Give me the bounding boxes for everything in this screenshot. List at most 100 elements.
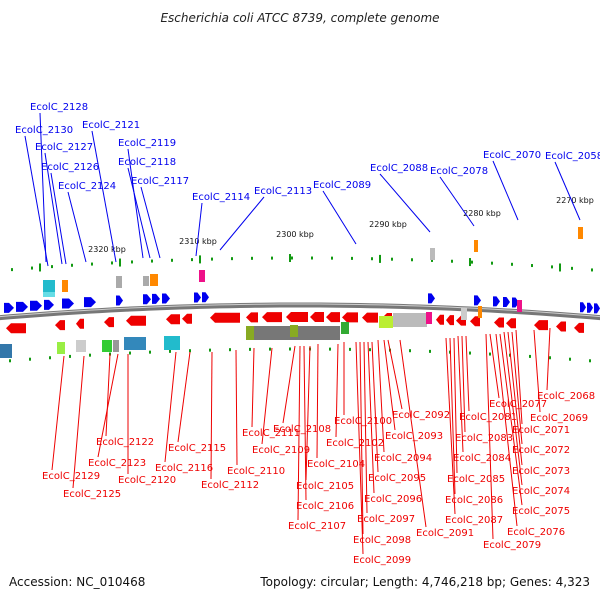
gene-label-reverse: EcolC_2108 bbox=[273, 424, 331, 435]
inner-tick bbox=[69, 354, 71, 358]
backbone-arc bbox=[0, 302, 600, 321]
feature-box bbox=[57, 342, 65, 354]
reverse-gene-arrow bbox=[6, 323, 26, 334]
gene-label-reverse: EcolC_2094 bbox=[374, 453, 432, 464]
reverse-gene-arrow bbox=[494, 317, 504, 328]
inner-tick bbox=[189, 349, 191, 353]
scale-label: 2290 kbp bbox=[369, 220, 407, 229]
leader-line bbox=[251, 347, 255, 428]
gene-label-reverse: EcolC_2098 bbox=[353, 535, 411, 546]
inner-tick bbox=[369, 348, 371, 352]
leader-line bbox=[44, 152, 63, 265]
gene-label-reverse: EcolC_2105 bbox=[296, 481, 354, 492]
leader-line bbox=[50, 172, 67, 265]
inner-tick bbox=[169, 349, 171, 353]
leader-line bbox=[24, 135, 49, 267]
gene-label-reverse: EcolC_2084 bbox=[453, 453, 511, 464]
leader-line bbox=[67, 191, 87, 263]
inner-tick bbox=[349, 347, 351, 351]
leader-line bbox=[127, 148, 144, 259]
feature-box bbox=[116, 276, 122, 288]
reverse-gene-arrow bbox=[310, 312, 324, 323]
feature-box bbox=[164, 336, 180, 350]
gene-label-reverse: EcolC_2123 bbox=[88, 458, 146, 469]
leader-line bbox=[39, 112, 47, 263]
gene-label-forward: EcolC_2088 bbox=[370, 163, 428, 174]
forward-gene-arrow bbox=[580, 302, 586, 313]
leader-line bbox=[379, 173, 431, 233]
reverse-gene-arrow bbox=[104, 317, 114, 328]
map-title: Escherichia coli ATCC 8739, complete gen… bbox=[160, 11, 439, 25]
gene-label-forward: EcolC_2128 bbox=[30, 102, 88, 113]
forward-gene-arrow bbox=[84, 297, 96, 308]
gene-label-reverse: EcolC_2097 bbox=[357, 514, 415, 525]
forward-gene-arrow bbox=[162, 293, 170, 304]
outer-tick bbox=[451, 259, 453, 263]
leader-line bbox=[322, 190, 357, 245]
forward-gene-arrow bbox=[202, 292, 209, 303]
leader-line bbox=[105, 353, 111, 437]
outer-tick bbox=[11, 268, 13, 272]
gene-label-reverse: EcolC_2102 bbox=[326, 438, 384, 449]
gene-label-reverse: EcolC_2083 bbox=[455, 433, 513, 444]
gene-label-forward: EcolC_2117 bbox=[131, 176, 189, 187]
label-leader-lines bbox=[24, 112, 581, 555]
scale-label: 2300 kbp bbox=[276, 230, 314, 239]
leader-line bbox=[72, 355, 85, 489]
leader-line bbox=[297, 345, 301, 521]
reverse-gene-arrow bbox=[556, 321, 566, 332]
outer-tick bbox=[531, 264, 533, 268]
feature-box bbox=[150, 274, 158, 286]
gene-label-forward: EcolC_2130 bbox=[15, 125, 73, 136]
leader-line bbox=[492, 160, 519, 221]
leader-line bbox=[371, 341, 379, 473]
leader-line bbox=[177, 351, 191, 443]
gene-label-reverse: EcolC_2079 bbox=[483, 540, 541, 551]
major-tick bbox=[289, 254, 291, 263]
leader-line bbox=[453, 337, 458, 474]
leader-line bbox=[127, 167, 151, 259]
leader-line bbox=[495, 333, 518, 527]
gene-label-reverse: EcolC_2107 bbox=[288, 521, 346, 532]
forward-gene-arrow bbox=[44, 299, 54, 310]
leader-line bbox=[554, 161, 581, 221]
major-tick bbox=[559, 263, 561, 272]
leader-line bbox=[383, 339, 396, 431]
inner-tick bbox=[209, 348, 211, 352]
inner-tick bbox=[409, 349, 411, 353]
leader-line bbox=[51, 355, 65, 471]
feature-box bbox=[43, 280, 55, 292]
outer-tick bbox=[91, 262, 93, 266]
inner-tick bbox=[489, 352, 491, 356]
leader-line bbox=[461, 335, 466, 433]
major-tick bbox=[379, 254, 381, 263]
reverse-gene-arrow bbox=[286, 312, 308, 323]
reverse-gene-arrow bbox=[76, 318, 84, 329]
forward-gene-arrow bbox=[4, 302, 14, 313]
reverse-gene-arrow bbox=[534, 320, 548, 331]
forward-gene-arrow bbox=[116, 295, 123, 306]
leader-line bbox=[465, 335, 470, 412]
inner-tick bbox=[249, 347, 251, 351]
leader-line bbox=[195, 202, 203, 257]
outer-tick bbox=[571, 266, 573, 270]
feature-box bbox=[393, 313, 427, 327]
leader-line bbox=[282, 345, 296, 424]
outer-tick bbox=[271, 256, 273, 260]
leader-line bbox=[387, 339, 403, 410]
feature-box bbox=[379, 316, 393, 328]
forward-gene-arrow bbox=[62, 298, 74, 309]
reverse-gene-arrow bbox=[436, 314, 444, 325]
outer-tick bbox=[71, 263, 73, 267]
forward-gene-arrow bbox=[474, 295, 481, 306]
gene-label-reverse: EcolC_2106 bbox=[296, 501, 354, 512]
major-tick bbox=[199, 255, 201, 264]
feature-box bbox=[76, 340, 86, 352]
gene-label-reverse: EcolC_2071 bbox=[512, 425, 570, 436]
reverse-gene-arrow bbox=[55, 320, 65, 331]
leader-line bbox=[261, 347, 273, 445]
leader-line bbox=[503, 331, 523, 486]
outer-tick bbox=[251, 256, 253, 260]
outer-tick bbox=[111, 261, 113, 265]
gene-label-reverse: EcolC_2085 bbox=[447, 474, 505, 485]
